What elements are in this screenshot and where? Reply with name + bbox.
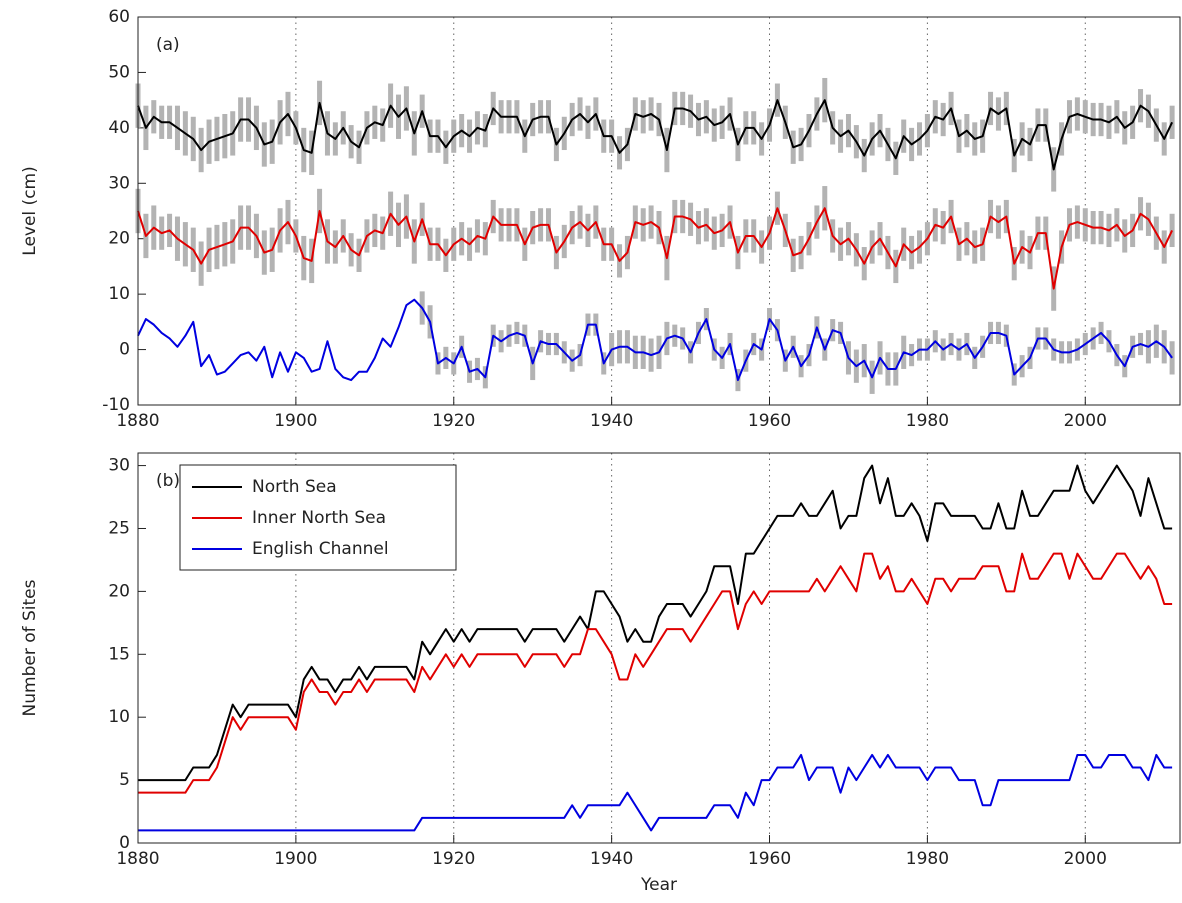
series-line — [137, 99, 1174, 171]
series-line — [137, 298, 1173, 382]
x-tick-label: 1980 — [906, 411, 949, 431]
y-axis-label: Number of Sites — [20, 579, 40, 716]
y-tick-label: 5 — [119, 770, 130, 790]
panel-label: (b) — [156, 471, 180, 491]
x-tick-label: 1940 — [590, 411, 633, 431]
axes-frame — [137, 452, 1181, 844]
y-tick-label: 30 — [108, 173, 130, 193]
y-tick-label: 40 — [108, 118, 130, 138]
y-tick-label: 0 — [119, 340, 130, 360]
y-tick-label: 25 — [108, 518, 130, 538]
x-tick-label: 1920 — [432, 411, 475, 431]
x-tick-label: 1920 — [432, 849, 475, 869]
y-tick-label: 0 — [119, 833, 130, 853]
x-tick-label: 2000 — [1064, 849, 1107, 869]
series-line — [138, 552, 1173, 794]
y-tick-label: 10 — [108, 707, 130, 727]
y-tick-label: 20 — [108, 581, 130, 601]
x-tick-label: 1900 — [274, 849, 317, 869]
x-axis-label: Year — [640, 875, 677, 895]
series-line — [137, 207, 1174, 290]
y-tick-label: 30 — [108, 456, 130, 476]
y-tick-label: 15 — [108, 644, 130, 664]
x-tick-label: 1960 — [748, 849, 791, 869]
y-tick-label: 10 — [108, 284, 130, 304]
legend-label: North Sea — [252, 477, 337, 497]
legend: North Sea Inner North Sea English Channel — [179, 464, 457, 571]
legend-label: English Channel — [252, 539, 389, 559]
x-tick-label: 2000 — [1064, 411, 1107, 431]
y-tick-label: 20 — [108, 229, 130, 249]
series-line — [138, 464, 1173, 782]
x-tick-label: 1900 — [274, 411, 317, 431]
x-tick-label: 1880 — [116, 849, 159, 869]
y-tick-label: 50 — [108, 62, 130, 82]
legend-label: Inner North Sea — [252, 508, 386, 528]
y-axis-label: Level (cm) — [20, 166, 40, 255]
x-tick-label: 1880 — [116, 411, 159, 431]
axes-frame — [137, 16, 1181, 406]
x-tick-label: 1980 — [906, 849, 949, 869]
y-tick-label: 60 — [108, 7, 130, 27]
series-line — [138, 753, 1173, 832]
y-tick-label: -10 — [102, 395, 130, 415]
x-tick-label: 1960 — [748, 411, 791, 431]
panel-label: (a) — [156, 35, 180, 55]
x-tick-label: 1940 — [590, 849, 633, 869]
